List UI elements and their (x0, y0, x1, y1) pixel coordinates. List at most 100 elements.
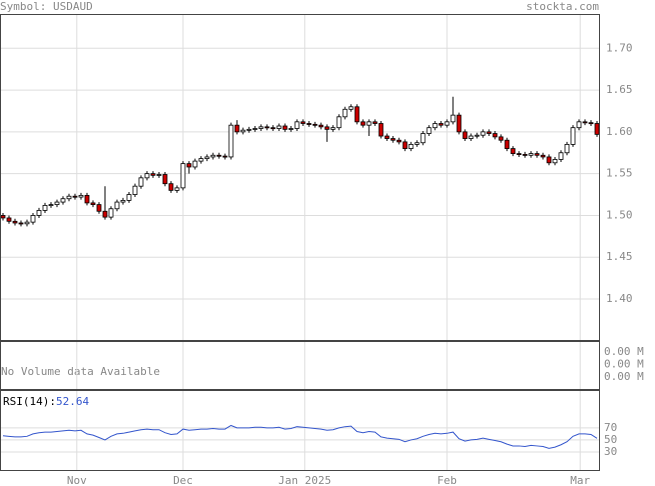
rsi-label: RSI(14): (3, 395, 56, 408)
candle-body (24, 221, 30, 225)
candle-body (516, 153, 522, 155)
candle-body (438, 123, 444, 126)
candle-body (594, 123, 600, 135)
x-tick-label: Mar (570, 474, 590, 486)
candle-body (408, 143, 414, 149)
x-tick-label: Feb (437, 474, 457, 486)
candle-body (162, 174, 168, 185)
y-tick-label: 1.40 (606, 292, 633, 305)
candle-body (372, 121, 378, 124)
candle-body (558, 152, 564, 160)
candle-body (186, 163, 192, 168)
candle-body (492, 133, 498, 138)
candle-body (276, 125, 282, 129)
candle-body (588, 122, 594, 125)
candle-body (330, 127, 336, 130)
panel-frame (0, 341, 600, 390)
candle-body (474, 134, 480, 137)
candle-body (348, 106, 354, 110)
candle-body (414, 142, 420, 145)
candle-body (468, 135, 474, 139)
site-label: stockta.com (526, 0, 599, 13)
candle-body (240, 129, 246, 133)
candle-body (30, 215, 36, 223)
y-tick-label: 1.50 (606, 208, 633, 221)
candle-body (264, 126, 270, 129)
candle-body (120, 200, 126, 203)
candle-body (258, 126, 264, 129)
candle-body (156, 174, 162, 176)
candle-body (420, 133, 426, 144)
y-tick-label: 1.70 (606, 41, 633, 54)
candle-body (288, 128, 294, 130)
candle-body (456, 114, 462, 133)
candle-body (396, 139, 402, 143)
candle-body (12, 220, 18, 224)
candle-body (324, 126, 330, 130)
candle-body (204, 156, 210, 160)
candle-body (48, 204, 54, 206)
candle-body (132, 185, 138, 195)
volume-message: No Volume data Available (1, 365, 160, 378)
candle-body (126, 194, 132, 201)
candle-body (504, 139, 510, 149)
y-tick-label: 1.60 (606, 125, 633, 138)
candle-body (174, 187, 180, 191)
candle-body (114, 201, 120, 210)
candle-body (582, 121, 588, 124)
candle-body (462, 131, 468, 139)
x-tick-label: Nov (67, 474, 87, 486)
candle-body (198, 158, 204, 162)
candle-body (402, 141, 408, 149)
candle-body (384, 135, 390, 139)
rsi-line (2, 424, 598, 449)
candle-body (360, 121, 366, 126)
candle-body (270, 127, 276, 130)
candle-body (294, 121, 300, 129)
y-tick-label: 1.55 (606, 167, 633, 180)
candle-body (60, 198, 66, 203)
candle-body (354, 106, 360, 123)
candle-body (528, 153, 534, 156)
symbol-label: Symbol: USDAUD (0, 0, 93, 13)
candle-body (564, 143, 570, 154)
candle-body (102, 210, 108, 218)
candle-body (390, 138, 396, 141)
candle-body (0, 215, 6, 219)
candle-body (84, 194, 90, 204)
candle-body (168, 183, 174, 191)
candle-body (72, 195, 78, 198)
candle-body (18, 222, 24, 225)
x-tick-label: Jan 2025 (278, 474, 331, 486)
candle-body (522, 154, 528, 156)
candle-body (138, 177, 144, 187)
candle-body (54, 201, 60, 205)
candle-body (36, 210, 42, 216)
candle-body (6, 217, 12, 222)
candle-body (306, 123, 312, 125)
candle-body (444, 121, 450, 126)
candle-body (336, 116, 342, 129)
candle-body (342, 108, 348, 118)
candle-body (282, 125, 288, 130)
candle-body (318, 124, 324, 128)
candle-body (108, 208, 114, 218)
candle-body (252, 128, 258, 130)
candle-body (552, 159, 558, 164)
candle-body (150, 173, 156, 176)
candle-body (66, 195, 72, 200)
candle-body (192, 160, 198, 168)
candle-body (90, 202, 96, 205)
candle-body (180, 163, 186, 189)
candle-body (210, 154, 216, 158)
volume-tick-label: 0.00 M (604, 345, 644, 358)
candle-body (234, 124, 240, 133)
rsi-tick-label: 70 (604, 421, 617, 434)
rsi-tick-label: 30 (604, 445, 617, 458)
candle-body (366, 121, 372, 126)
candle-body (510, 148, 516, 154)
candle-body (426, 127, 432, 134)
candle-body (378, 123, 384, 137)
candle-body (432, 123, 438, 129)
candle-body (576, 121, 582, 129)
